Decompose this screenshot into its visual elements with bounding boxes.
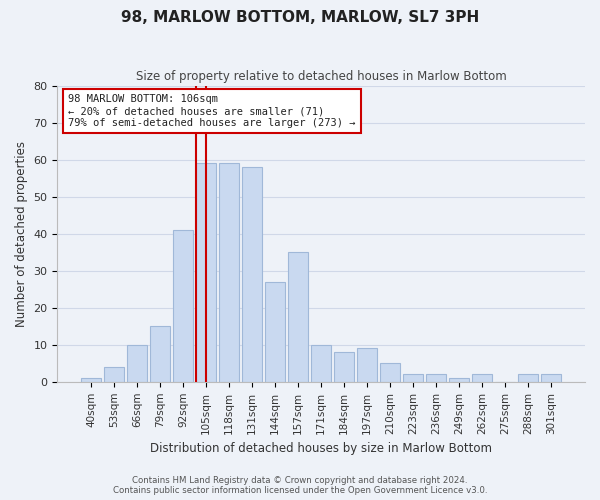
Bar [380,364,400,382]
Bar [196,164,216,382]
Bar [265,282,285,382]
Bar [449,378,469,382]
Bar [242,167,262,382]
Bar [151,326,170,382]
Bar [104,367,124,382]
Bar [541,374,561,382]
Title: Size of property relative to detached houses in Marlow Bottom: Size of property relative to detached ho… [136,70,506,83]
X-axis label: Distribution of detached houses by size in Marlow Bottom: Distribution of detached houses by size … [150,442,492,455]
Bar [127,345,147,382]
Bar [173,230,193,382]
Text: 98, MARLOW BOTTOM, MARLOW, SL7 3PH: 98, MARLOW BOTTOM, MARLOW, SL7 3PH [121,10,479,25]
Bar [358,348,377,382]
Text: Contains HM Land Registry data © Crown copyright and database right 2024.
Contai: Contains HM Land Registry data © Crown c… [113,476,487,495]
Bar [289,252,308,382]
Bar [220,164,239,382]
Bar [403,374,423,382]
Bar [427,374,446,382]
Bar [82,378,101,382]
Bar [334,352,354,382]
Y-axis label: Number of detached properties: Number of detached properties [15,140,28,326]
Bar [518,374,538,382]
Text: 98 MARLOW BOTTOM: 106sqm
← 20% of detached houses are smaller (71)
79% of semi-d: 98 MARLOW BOTTOM: 106sqm ← 20% of detach… [68,94,355,128]
Bar [311,345,331,382]
Bar [472,374,492,382]
